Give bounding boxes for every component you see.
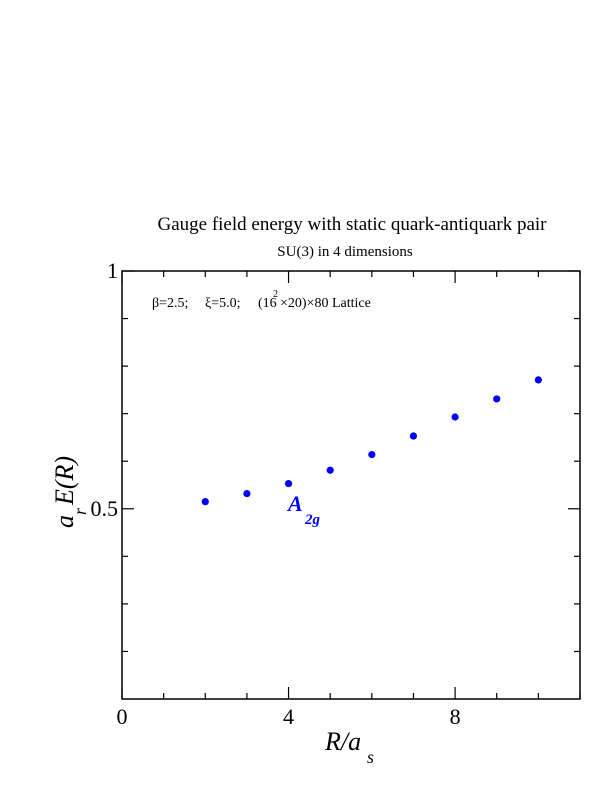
x-axis-label-main: R/a <box>324 727 361 756</box>
data-point <box>493 395 501 403</box>
y-axis-label: a r E(R) <box>50 456 92 528</box>
annotation-lattice-close: ×20)×80 Lattice <box>280 296 371 311</box>
x-tick-label: 8 <box>450 704 461 729</box>
data-point <box>243 489 251 498</box>
y-tick-label: 0.5 <box>91 496 119 521</box>
y-axis-label-a: a <box>50 515 79 528</box>
series-label-sub: 2g <box>304 512 321 528</box>
data-point <box>451 413 459 421</box>
y-axis-label-sub: r <box>70 507 90 515</box>
annotation-lattice-open: (16 <box>258 296 277 311</box>
chart-title: Gauge field energy with static quark-ant… <box>157 214 547 235</box>
data-point <box>368 450 376 459</box>
lattice-annotation: β=2.5; ξ=5.0; (16 2 ×20)×80 Lattice <box>152 286 371 311</box>
annotation-lattice-exp: 2 <box>273 289 278 300</box>
annotation-beta: β=2.5; <box>152 296 188 311</box>
plot-frame <box>121 270 581 700</box>
data-point <box>326 466 334 474</box>
data-point <box>409 432 418 440</box>
x-axis-label: R/a s <box>324 727 374 767</box>
data-point <box>201 498 209 506</box>
series-label-main: A <box>286 491 302 516</box>
x-tick-label: 0 <box>117 704 128 729</box>
data-point <box>284 479 293 488</box>
y-axis-label-rest: E(R) <box>50 456 79 506</box>
y-tick-label: 1 <box>107 258 118 283</box>
series-label: A 2g <box>286 491 321 528</box>
x-axis-label-sub: s <box>367 747 374 767</box>
annotation-xi: ξ=5.0; <box>205 296 241 311</box>
x-tick-label: 4 <box>283 704 294 729</box>
chart-subtitle: SU(3) in 4 dimensions <box>277 244 413 260</box>
data-point <box>534 376 542 384</box>
